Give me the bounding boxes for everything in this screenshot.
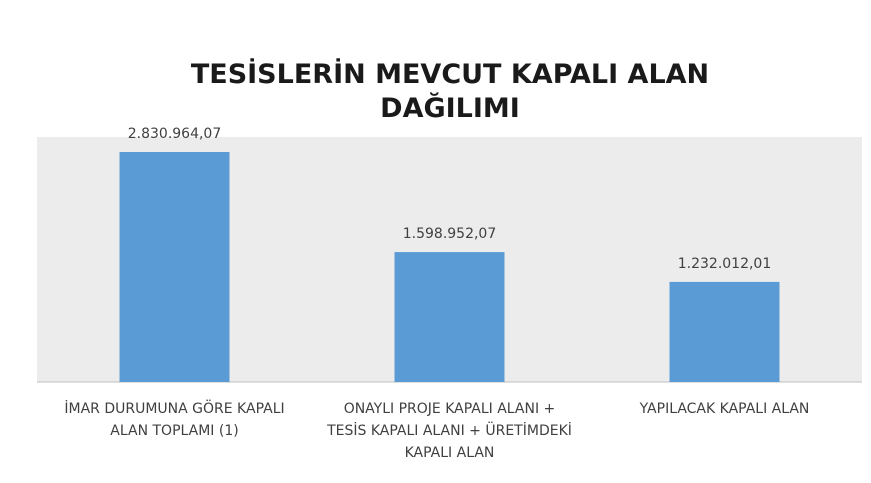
x-tick-label: ONAYLI PROJE KAPALI ALANI + TESİS KAPALI…: [327, 401, 572, 461]
bar: [669, 281, 780, 382]
value-label: 1.232.012,01: [678, 256, 772, 272]
x-tick-label: YAPILACAK KAPALI ALAN: [639, 401, 810, 417]
value-label: 1.598.952,07: [403, 226, 497, 242]
chart-title: TESİSLERİN MEVCUT KAPALI ALAN DAĞILIMI: [190, 59, 710, 124]
value-label: 2.830.964,07: [128, 126, 222, 142]
bar: [394, 252, 505, 382]
x-tick-label: İMAR DURUMUNA GÖRE KAPALI ALAN TOPLAMI (…: [64, 401, 285, 439]
bar: [119, 152, 230, 382]
